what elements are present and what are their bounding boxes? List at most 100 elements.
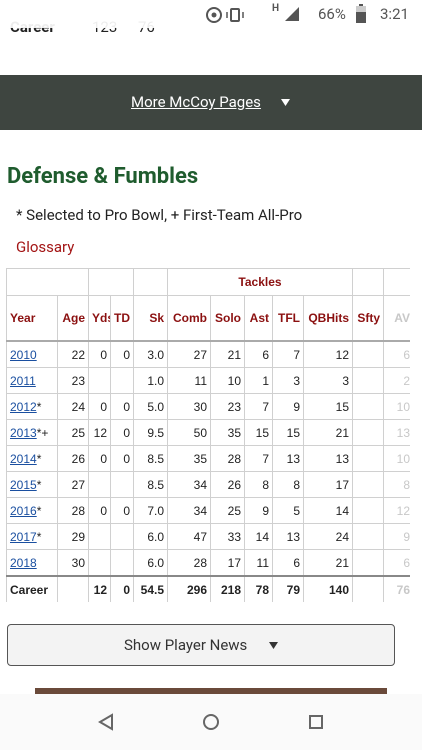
career-cell: 12 [88,575,111,602]
stat-cell: 35 [167,445,211,472]
stat-cell: 23 [210,393,245,420]
battery: 66% [318,5,346,23]
stat-cell [88,549,111,577]
stat-cell: 8.5 [133,445,168,472]
group-header-row: Tackles [6,268,410,296]
stat-cell: 9.5 [133,419,168,446]
year-link[interactable]: 2012 [10,399,37,414]
group-header [383,268,410,296]
stat-cell [352,549,384,577]
status-icons [206,7,244,23]
stat-cell [110,523,134,550]
column-header: Sfty [352,295,384,342]
stat-cell: 0 [110,445,134,472]
glossary-link[interactable]: Glossary [16,238,75,256]
year-cell: 2010 [6,340,58,368]
stat-cell: 5.0 [133,393,168,420]
stat-cell: 0 [110,340,134,368]
column-header: AV [383,295,410,342]
stat-cell [352,367,384,394]
year-link[interactable]: 2018 [10,555,37,570]
clock: 3:21 [380,5,409,23]
stat-cell [352,523,384,550]
stat-cell [88,523,111,550]
image-strip [35,688,387,694]
data-row: 2016* 28 0 0 7.0 34 25 9 5 14 12 [6,497,410,524]
stat-cell: 1.0 [133,367,168,394]
stat-cell: 10 [210,367,245,394]
career-cell: 296 [167,575,211,602]
stat-cell: 7 [244,393,273,420]
year-cell: 2014* [6,445,58,472]
career-cell [352,575,384,602]
stat-cell: 27 [57,471,89,498]
stat-cell: 22 [57,340,89,368]
stat-cell: 6 [383,549,410,577]
group-header: Tackles [167,268,353,296]
status-bar: H 66% 3:21 [0,0,422,28]
show-news-button[interactable]: Show Player News [7,624,395,666]
stat-cell: 7 [272,340,304,368]
year-cell: 2013*+ [6,419,58,446]
column-header: Year [6,295,58,342]
stat-cell: 9 [272,393,304,420]
stat-cell: 33 [210,523,245,550]
stat-cell: 34 [167,471,211,498]
stat-cell: 6.0 [133,549,168,577]
column-header: Ast [244,295,273,342]
battery-icon [356,4,366,23]
stat-cell: 8 [272,471,304,498]
stat-cell: 5 [272,497,304,524]
data-row: 2011 23 1.0 11 10 1 3 3 2 [6,367,410,394]
stat-cell: 21 [303,549,353,577]
stats-table-wrap: TacklesYearAgeYdsTDSkCombSoloAstTFLQBHit… [6,268,410,602]
stat-cell: 14 [303,497,353,524]
stat-cell: 25 [210,497,245,524]
system-nav-icons [98,713,323,731]
career-cell: 0 [110,575,134,602]
data-row: 2013*+ 25 12 0 9.5 50 35 15 15 21 13 [6,419,410,446]
stat-cell: 11 [167,367,211,394]
stat-cell [352,497,384,524]
group-header [133,268,168,296]
career-label: Career [6,575,58,602]
stat-cell: 7 [244,445,273,472]
stat-cell: 3 [272,367,304,394]
stat-cell [110,367,134,394]
stat-cell [88,367,111,394]
column-header: Comb [167,295,211,342]
year-link[interactable]: 2014 [10,451,37,466]
year-link[interactable]: 2017 [10,529,37,544]
stat-cell: 6 [383,340,410,368]
stat-cell: 17 [210,549,245,577]
stat-cell: 1 [244,367,273,394]
section-title: Defense & Fumbles [7,164,199,189]
year-link[interactable]: 2013 [10,425,37,440]
stat-cell: 7.0 [133,497,168,524]
stat-cell: 47 [167,523,211,550]
stat-cell: 0 [110,497,134,524]
stat-cell: 13 [272,523,304,550]
network: H [272,3,280,14]
year-link[interactable]: 2011 [10,373,36,388]
stat-cell: 17 [303,471,353,498]
stat-cell: 10 [383,393,410,420]
more-pages-link[interactable]: More McCoy Pages [131,93,261,111]
year-link[interactable]: 2016 [10,503,37,518]
career-cell: 76 [383,575,410,602]
data-row: 2012* 24 0 0 5.0 30 23 7 9 15 10 [6,393,410,420]
stat-cell: 0 [88,393,111,420]
stat-cell: 3.0 [133,340,168,368]
stat-cell [88,471,111,498]
year-cell: 2016* [6,497,58,524]
stat-cell: 6 [244,340,273,368]
stat-cell: 6 [272,549,304,577]
stat-cell: 15 [303,393,353,420]
year-marker: * [36,477,42,492]
year-marker: * [36,503,42,518]
year-link[interactable]: 2010 [10,347,37,362]
year-link[interactable]: 2015 [10,477,37,492]
data-row: 2014* 26 0 0 8.5 35 28 7 13 13 10 [6,445,410,472]
stat-cell: 23 [57,367,89,394]
